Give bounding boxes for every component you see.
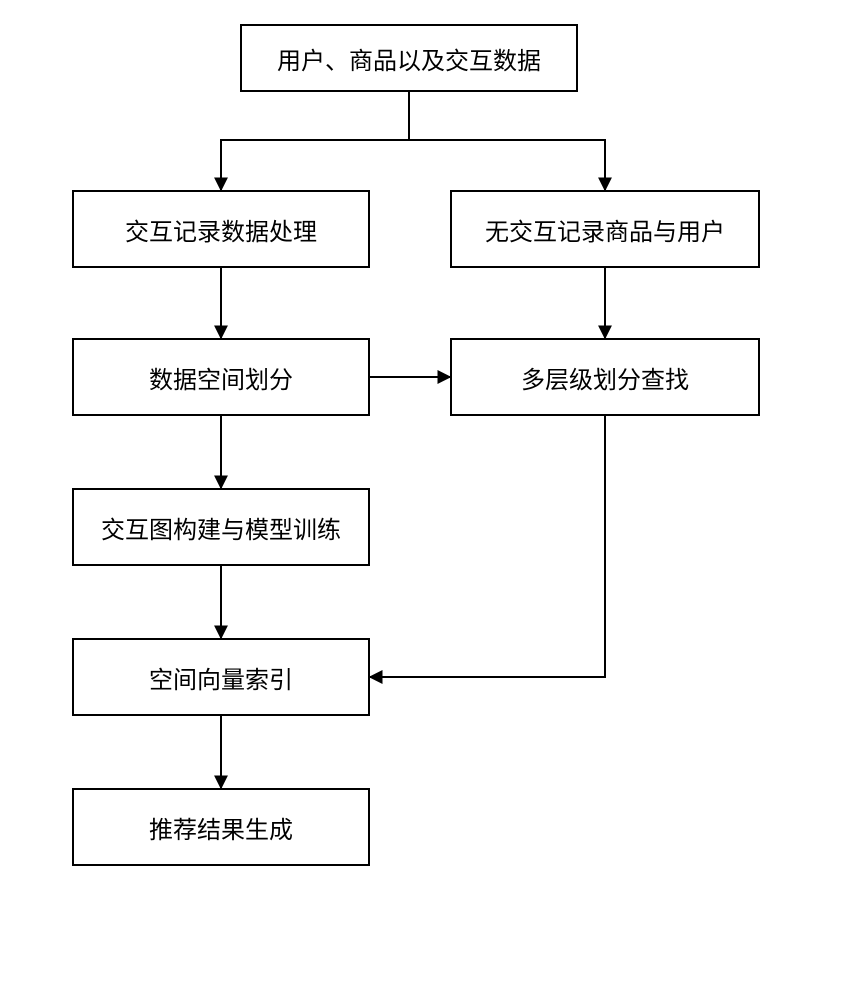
flow-node-label: 交互图构建与模型训练 (101, 510, 341, 545)
flow-node-label: 多层级划分查找 (521, 360, 689, 395)
flow-node-n8: 推荐结果生成 (72, 788, 370, 866)
edge-n5-n7 (370, 416, 605, 677)
flow-node-n3: 无交互记录商品与用户 (450, 190, 760, 268)
flow-node-n7: 空间向量索引 (72, 638, 370, 716)
flow-node-n5: 多层级划分查找 (450, 338, 760, 416)
flow-node-n2: 交互记录数据处理 (72, 190, 370, 268)
edge-n1-n2 (221, 92, 409, 190)
flow-node-n4: 数据空间划分 (72, 338, 370, 416)
flow-node-n1: 用户、商品以及交互数据 (240, 24, 578, 92)
flow-node-label: 数据空间划分 (149, 360, 293, 395)
flow-node-label: 无交互记录商品与用户 (485, 212, 725, 247)
flow-node-label: 交互记录数据处理 (125, 212, 317, 247)
flow-node-label: 用户、商品以及交互数据 (277, 41, 541, 76)
edge-n1-n3 (409, 92, 605, 190)
flowchart-canvas: 用户、商品以及交互数据交互记录数据处理 无交互记录商品与用户数据空间划分 多层级划分… (0, 0, 859, 985)
flow-node-label: 空间向量索引 (149, 660, 293, 695)
flow-node-n6: 交互图构建与模型训练 (72, 488, 370, 566)
flow-node-label: 推荐结果生成 (149, 810, 293, 845)
